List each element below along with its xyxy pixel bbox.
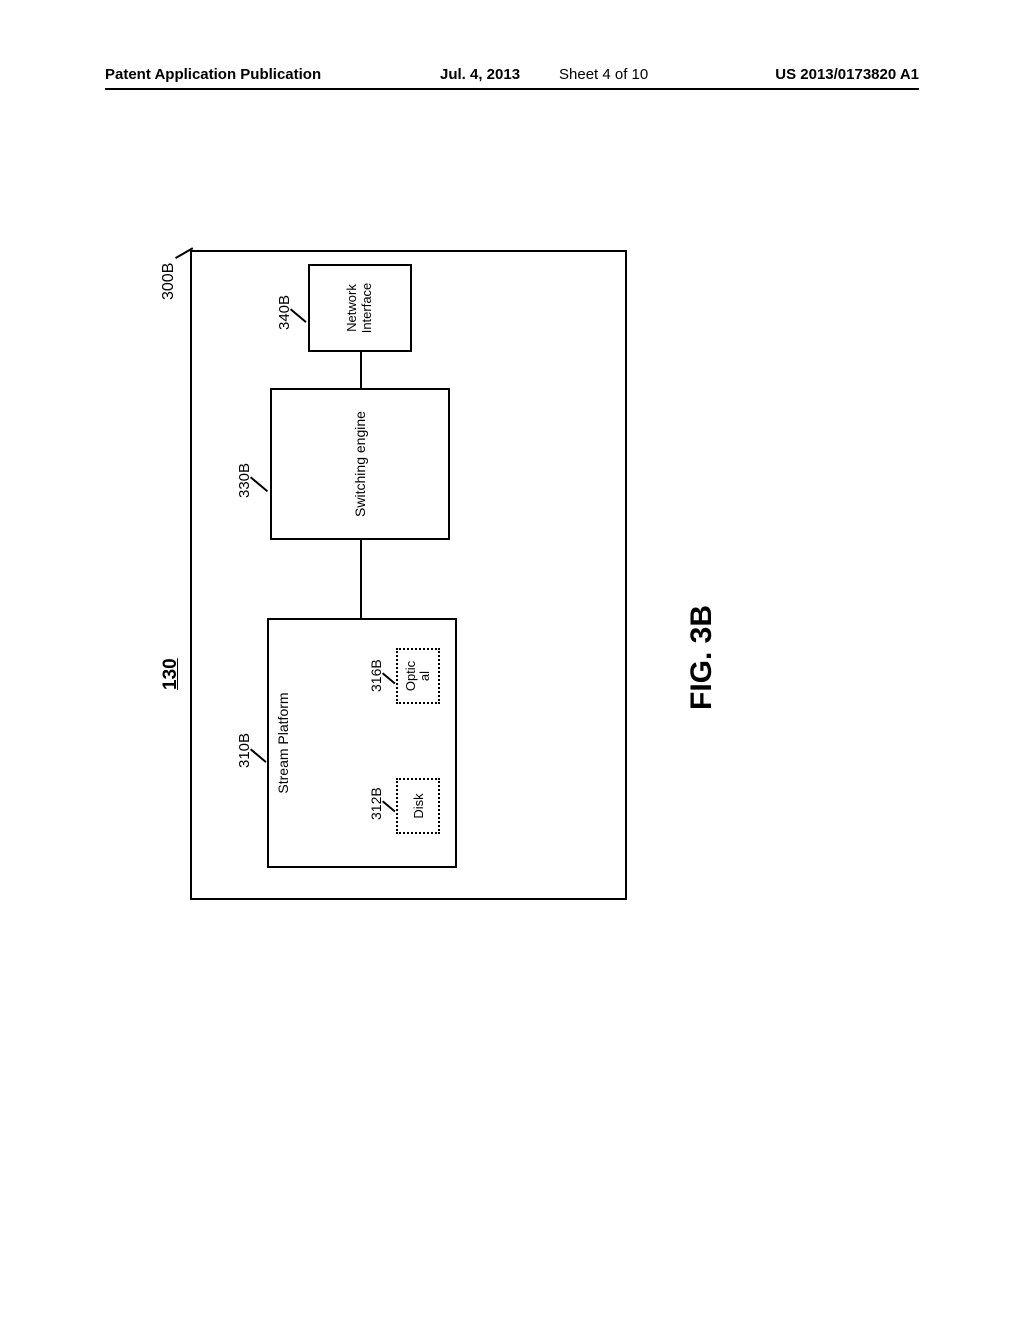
ref-system: 130 xyxy=(160,658,182,690)
ref-disk: 312B xyxy=(368,787,384,820)
header-publication: Patent Application Publication xyxy=(105,66,321,83)
optical-box: Optic al xyxy=(396,648,440,704)
ref-network-if: 340B xyxy=(276,295,293,330)
ref-assembly: 300B xyxy=(160,263,178,300)
diagram: 130 300B Stream Platform 310B Disk 312B … xyxy=(80,380,840,940)
network-if-box: Network Interface xyxy=(308,264,412,352)
header-rule xyxy=(105,88,919,90)
ref-switching: 330B xyxy=(236,463,253,498)
header-pubno: US 2013/0173820 A1 xyxy=(775,66,919,83)
page: Patent Application Publication Jul. 4, 2… xyxy=(0,0,1024,1320)
header-sheet: Sheet 4 of 10 xyxy=(559,66,648,83)
figure-label: FIG. 3B xyxy=(685,605,719,710)
stream-platform-title: Stream Platform xyxy=(275,692,291,793)
disk-box: Disk xyxy=(396,778,440,834)
optical-label: Optic al xyxy=(404,661,431,691)
connector-sw-ni xyxy=(360,352,362,388)
switching-title: Switching engine xyxy=(352,411,368,517)
ref-optical: 316B xyxy=(368,659,384,692)
outer-container: Stream Platform 310B Disk 312B Optic al … xyxy=(190,250,627,900)
network-if-title: Network Interface xyxy=(345,283,375,334)
connector-sp-sw xyxy=(360,540,362,618)
header-date: Jul. 4, 2013 xyxy=(440,66,520,83)
switching-box: Switching engine xyxy=(270,388,450,540)
disk-label: Disk xyxy=(411,793,426,818)
